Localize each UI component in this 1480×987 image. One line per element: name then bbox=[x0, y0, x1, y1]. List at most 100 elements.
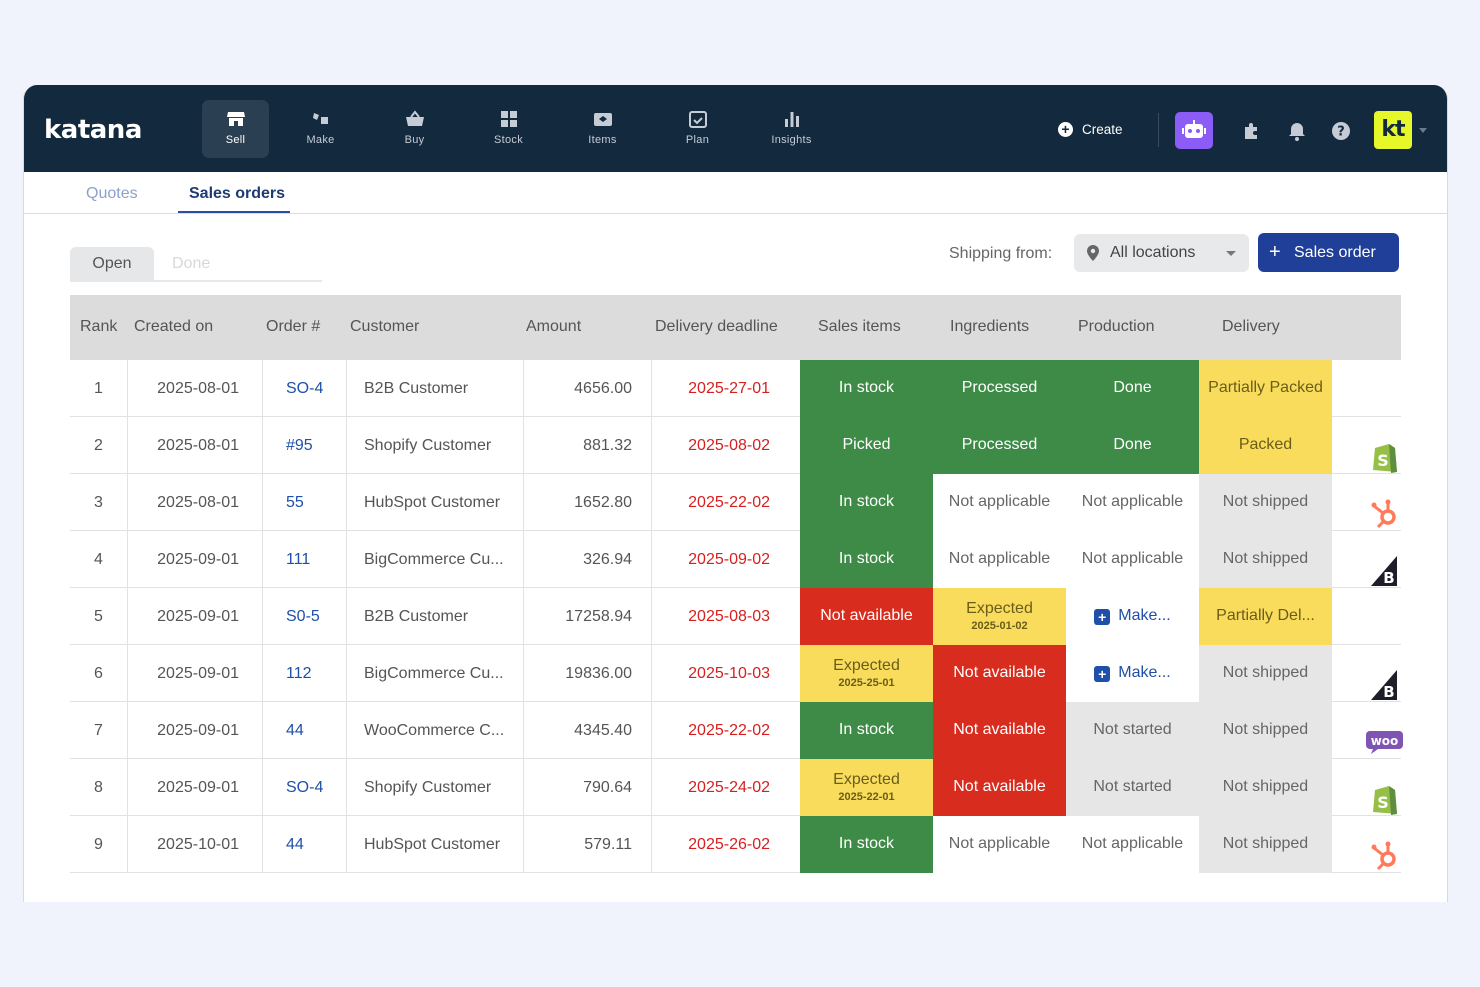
delivery-status[interactable]: Packed bbox=[1199, 417, 1332, 474]
amount-cell: 790.64 bbox=[524, 759, 652, 816]
bigcommerce-icon: B bbox=[1371, 556, 1397, 587]
production-status[interactable]: Done bbox=[1066, 360, 1199, 417]
rank-cell: 9 bbox=[70, 816, 128, 873]
order-number-link[interactable]: 44 bbox=[286, 836, 304, 853]
calendar-icon bbox=[688, 111, 707, 128]
created-on-cell: 2025-09-01 bbox=[128, 759, 263, 816]
col-delivery-deadline[interactable]: Delivery deadline bbox=[655, 318, 778, 335]
order-number-link[interactable]: S0-5 bbox=[286, 608, 320, 625]
nav-items[interactable]: Items bbox=[569, 100, 636, 158]
production-status[interactable]: Not applicable bbox=[1066, 531, 1199, 588]
bell-icon[interactable] bbox=[1286, 120, 1308, 142]
table-row[interactable]: 6 2025-09-01 112 BigCommerce Cu... 19836.00 2… bbox=[70, 645, 1401, 702]
nav-stock[interactable]: Stock bbox=[475, 100, 542, 158]
order-number-link[interactable]: SO-4 bbox=[286, 380, 324, 397]
order-number-link[interactable]: 55 bbox=[286, 494, 304, 511]
production-status[interactable]: Not started bbox=[1066, 759, 1199, 816]
puzzle-icon[interactable] bbox=[1241, 120, 1263, 142]
tab-quotes[interactable]: Quotes bbox=[86, 185, 138, 202]
delivery-status[interactable]: Not shipped bbox=[1199, 702, 1332, 759]
sales-items-status[interactable]: In stock bbox=[800, 816, 933, 873]
table-row[interactable]: 3 2025-08-01 55 HubSpot Customer 1652.80 2025… bbox=[70, 474, 1401, 531]
sales-items-status[interactable]: In stock bbox=[800, 702, 933, 759]
table-row[interactable]: 4 2025-09-01 111 BigCommerce Cu... 326.94 202… bbox=[70, 531, 1401, 588]
ingredients-status[interactable]: Processed bbox=[933, 360, 1066, 417]
nav-buy[interactable]: Buy bbox=[381, 100, 448, 158]
chevron-down-icon[interactable] bbox=[1419, 128, 1427, 133]
create-button[interactable]: + Create bbox=[1058, 122, 1123, 137]
location-select-value: All locations bbox=[1110, 244, 1196, 261]
order-number-cell: 55 bbox=[263, 474, 347, 531]
col-rank[interactable]: Rank bbox=[80, 318, 118, 335]
sales-items-status[interactable]: In stock bbox=[800, 531, 933, 588]
sales-channel: B bbox=[1335, 531, 1401, 588]
col-delivery[interactable]: Delivery bbox=[1222, 318, 1280, 335]
help-icon[interactable]: ? bbox=[1330, 120, 1352, 142]
production-status[interactable]: Not applicable bbox=[1066, 474, 1199, 531]
customer-cell: WooCommerce C... bbox=[347, 702, 524, 759]
rank-cell: 4 bbox=[70, 531, 128, 588]
col-created-on[interactable]: Created on bbox=[134, 318, 214, 335]
order-number-link[interactable]: 112 bbox=[286, 665, 312, 682]
ingredients-status[interactable]: Not applicable bbox=[933, 816, 1066, 873]
table-row[interactable]: 2 2025-08-01 #95 Shopify Customer 881.32 2025… bbox=[70, 417, 1401, 474]
done-filter-button[interactable]: Done bbox=[172, 255, 211, 272]
delivery-status[interactable]: Partially Del... bbox=[1199, 588, 1332, 645]
sales-items-status[interactable]: Expected 2025-25-01 bbox=[800, 645, 933, 702]
nav-make[interactable]: Make bbox=[287, 100, 354, 158]
order-number-link[interactable]: #95 bbox=[286, 437, 313, 454]
add-sales-order-button[interactable]: + Sales order bbox=[1258, 233, 1399, 272]
ingredients-status[interactable]: Not available bbox=[933, 702, 1066, 759]
production-status[interactable]: + Make... bbox=[1066, 645, 1199, 702]
order-number-link[interactable]: 44 bbox=[286, 722, 304, 739]
nav-insights[interactable]: Insights bbox=[758, 100, 825, 158]
sales-items-status[interactable]: Not available bbox=[800, 588, 933, 645]
created-on-cell: 2025-09-01 bbox=[128, 702, 263, 759]
delivery-status[interactable]: Not shipped bbox=[1199, 759, 1332, 816]
assistant-button[interactable] bbox=[1175, 112, 1213, 149]
katana-logo[interactable]: katana bbox=[44, 115, 142, 145]
production-status[interactable]: Done bbox=[1066, 417, 1199, 474]
col-customer[interactable]: Customer bbox=[350, 318, 420, 335]
ingredients-status[interactable]: Expected 2025-01-02 bbox=[933, 588, 1066, 645]
delivery-status[interactable]: Not shipped bbox=[1199, 531, 1332, 588]
table-row[interactable]: 9 2025-10-01 44 HubSpot Customer 579.11 2025-… bbox=[70, 816, 1401, 873]
delivery-status[interactable]: Not shipped bbox=[1199, 645, 1332, 702]
col-ingredients[interactable]: Ingredients bbox=[950, 318, 1030, 335]
col-amount[interactable]: Amount bbox=[526, 318, 582, 335]
production-status[interactable]: Not applicable bbox=[1066, 816, 1199, 873]
table-row[interactable]: 5 2025-09-01 S0-5 B2B Customer 17258.94 2025-… bbox=[70, 588, 1401, 645]
ingredients-status[interactable]: Not applicable bbox=[933, 474, 1066, 531]
sales-items-status[interactable]: Expected 2025-22-01 bbox=[800, 759, 933, 816]
delivery-status[interactable]: Partially Packed bbox=[1199, 360, 1332, 417]
nav-plan[interactable]: Plan bbox=[664, 100, 731, 158]
ingredients-status[interactable]: Not available bbox=[933, 759, 1066, 816]
col-order-number[interactable]: Order # bbox=[266, 318, 321, 335]
sales-channel: woo bbox=[1335, 702, 1403, 759]
sales-items-status[interactable]: In stock bbox=[800, 474, 933, 531]
avatar[interactable]: kt bbox=[1374, 111, 1412, 149]
production-status[interactable]: + Make... bbox=[1066, 588, 1199, 645]
table-row[interactable]: 1 2025-08-01 SO-4 B2B Customer 4656.00 2025-2… bbox=[70, 360, 1401, 417]
amount-cell: 579.11 bbox=[524, 816, 652, 873]
order-number-link[interactable]: 111 bbox=[286, 551, 311, 568]
table-row[interactable]: 7 2025-09-01 44 WooCommerce C... 4345.40 2025… bbox=[70, 702, 1403, 759]
delivery-status[interactable]: Not shipped bbox=[1199, 816, 1332, 873]
col-sales-items[interactable]: Sales items bbox=[818, 318, 901, 335]
order-number-cell: 44 bbox=[263, 816, 347, 873]
created-on-cell: 2025-09-01 bbox=[128, 645, 263, 702]
sales-items-status[interactable]: Picked bbox=[800, 417, 933, 474]
sales-items-status[interactable]: In stock bbox=[800, 360, 933, 417]
order-number-link[interactable]: SO-4 bbox=[286, 779, 324, 796]
ingredients-status[interactable]: Processed bbox=[933, 417, 1066, 474]
open-filter-button[interactable]: Open bbox=[70, 247, 154, 282]
col-production[interactable]: Production bbox=[1078, 318, 1155, 335]
delivery-status[interactable]: Not shipped bbox=[1199, 474, 1332, 531]
nav-sell[interactable]: Sell bbox=[202, 100, 269, 158]
tab-sales-orders[interactable]: Sales orders bbox=[189, 185, 286, 202]
ingredients-status[interactable]: Not available bbox=[933, 645, 1066, 702]
production-status[interactable]: Not started bbox=[1066, 702, 1199, 759]
location-select[interactable]: All locations bbox=[1074, 234, 1249, 272]
ingredients-status[interactable]: Not applicable bbox=[933, 531, 1066, 588]
table-row[interactable]: 8 2025-09-01 SO-4 Shopify Customer 790.64 202… bbox=[70, 759, 1401, 816]
